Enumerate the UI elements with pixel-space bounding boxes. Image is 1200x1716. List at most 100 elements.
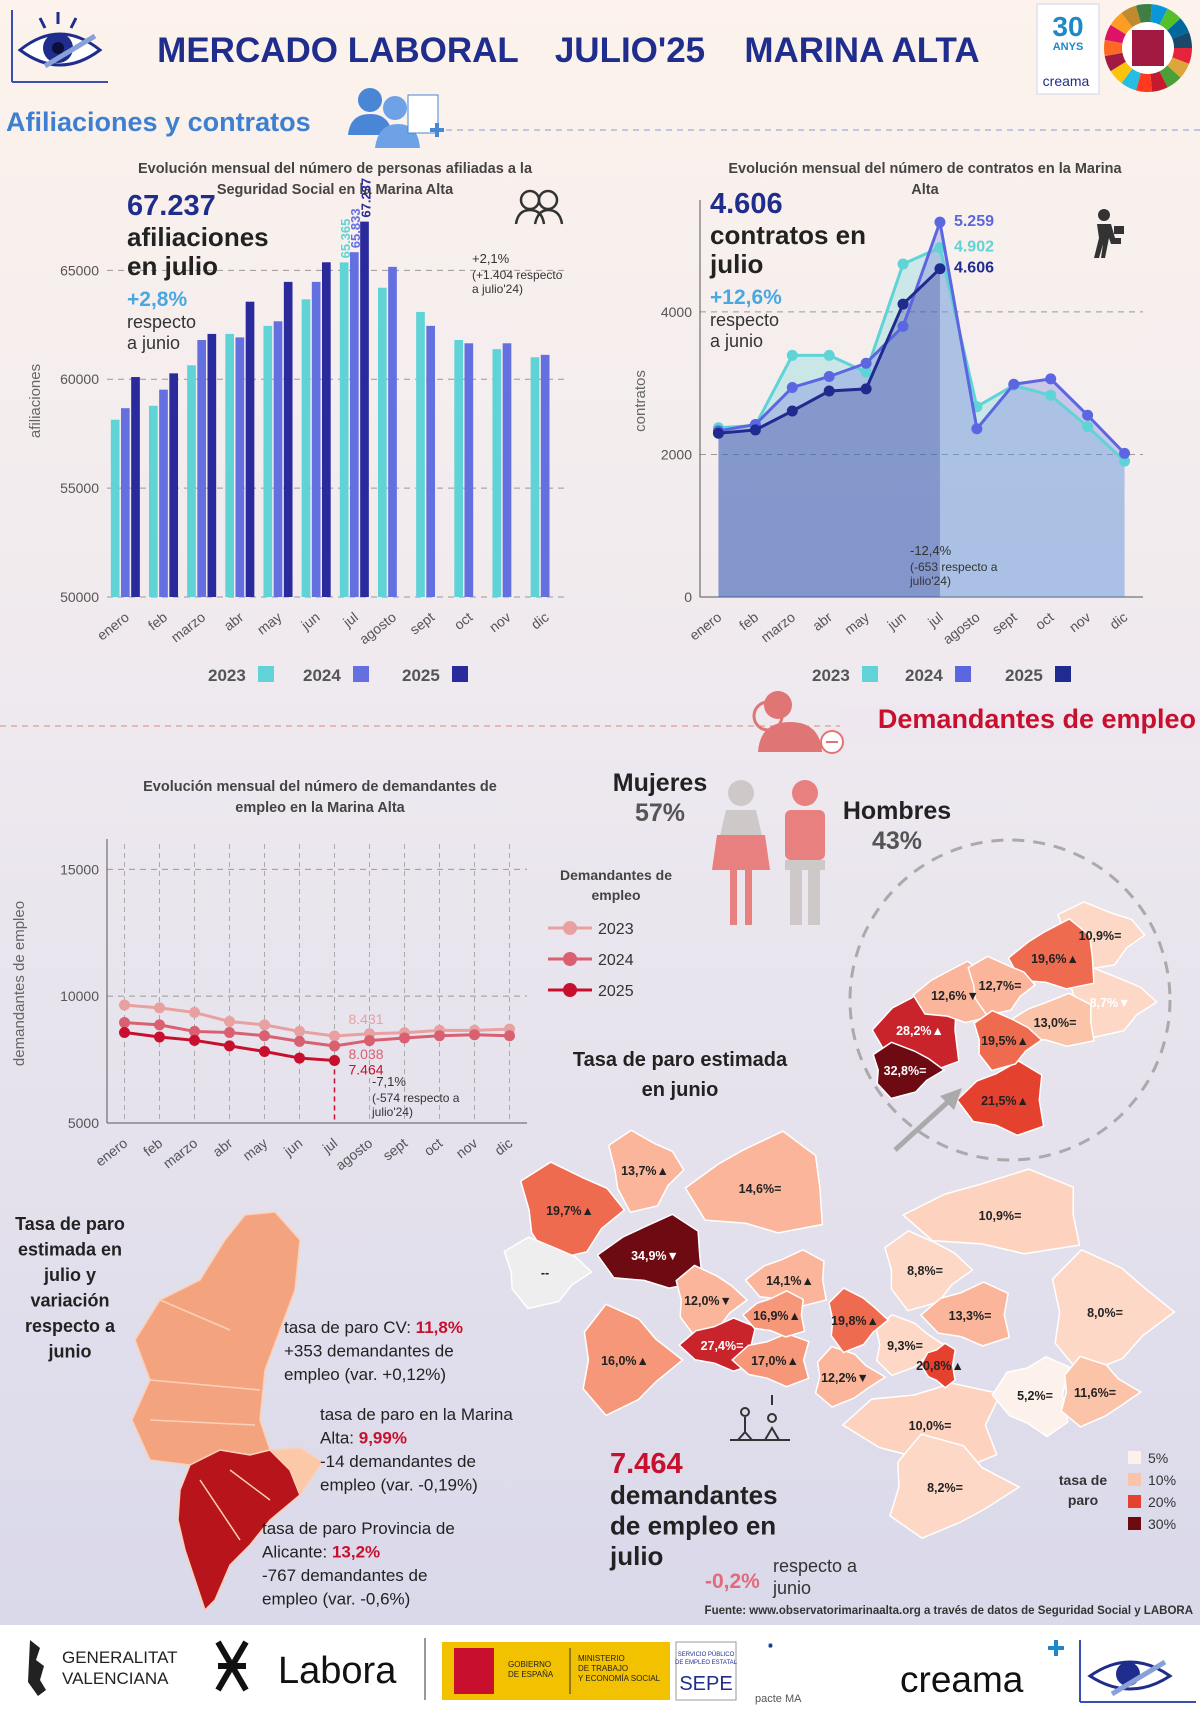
area-fill	[718, 268, 940, 597]
marker	[897, 258, 909, 270]
marker	[1119, 447, 1131, 459]
municipality-label: 11,6%=	[1074, 1386, 1116, 1400]
bar	[360, 221, 369, 597]
municipality	[582, 1303, 684, 1417]
inset-arrow	[893, 1088, 962, 1152]
municipality-label: 20,8%▲	[916, 1359, 964, 1373]
chart-title: Evolución mensual del número de personas…	[138, 161, 533, 177]
title-part: MARINA ALTA	[744, 31, 979, 70]
marker	[434, 1030, 445, 1042]
municipality-label: 19,6%▲	[1031, 952, 1079, 966]
annotation: julio'24)	[909, 574, 951, 588]
summary-note: respecto a	[773, 1556, 858, 1576]
legend-label: 2023	[598, 921, 634, 938]
regional-line: empleo (var. -0,19%)	[320, 1476, 478, 1495]
callout-text: julio	[709, 249, 763, 279]
legend-label: 2023	[208, 666, 246, 685]
marker	[1119, 455, 1131, 467]
regional-title: estimada en	[18, 1240, 122, 1260]
marker	[823, 370, 835, 382]
footer-text: VALENCIANA	[62, 1669, 169, 1688]
y-tick-label: 0	[684, 589, 692, 605]
municipality-label: 32,8%=	[884, 1064, 927, 1078]
municipality	[519, 1161, 626, 1262]
bar	[426, 325, 436, 597]
municipality	[684, 1130, 824, 1234]
municipality-label: 17,0%▲	[751, 1354, 799, 1368]
municipality	[1060, 1355, 1143, 1428]
municipality-label: 19,7%▲	[546, 1204, 594, 1218]
municipality	[991, 1355, 1071, 1438]
y-tick-label: 15000	[60, 861, 99, 877]
legend-label: 2023	[812, 666, 850, 685]
legend-swatch	[353, 666, 369, 682]
line	[718, 245, 1126, 463]
municipality	[1051, 1248, 1176, 1376]
marker	[1082, 409, 1094, 421]
summary-text: de empleo en	[610, 1511, 776, 1541]
municipality	[503, 1236, 593, 1310]
map-legend: 5% 10% 20% 30% tasa de paro	[1059, 1450, 1176, 1532]
marker	[259, 1019, 270, 1031]
y-tick-label: 50000	[60, 589, 99, 605]
municipality-label: 21,5%▲	[981, 1094, 1029, 1108]
marker	[1008, 378, 1020, 390]
marker	[364, 1035, 375, 1047]
regional-title: respecto a	[25, 1316, 116, 1336]
marker	[823, 385, 835, 397]
callout-value: 4.606	[710, 188, 783, 220]
y-tick-label: 55000	[60, 480, 99, 496]
marker	[224, 1040, 235, 1052]
legend-swatch	[862, 666, 878, 682]
municipality	[814, 1345, 887, 1408]
legend-label: 30%	[1148, 1516, 1176, 1532]
regional-line: -767 demandantes de	[262, 1566, 427, 1585]
legend-label: 2024	[905, 666, 943, 685]
summary-value: 7.464	[610, 1448, 683, 1480]
regional-line: tasa de paro en la Marina	[320, 1405, 513, 1424]
municipality-label: 13,7%▲	[621, 1164, 669, 1178]
bar	[187, 365, 196, 597]
municipality-label: 8,8%=	[907, 1264, 943, 1278]
municipality	[967, 955, 1037, 1017]
legend-label: 2025	[402, 666, 440, 685]
municipality	[919, 1342, 957, 1389]
marker	[119, 999, 130, 1011]
municipality-label: 12,0%▼	[684, 1294, 732, 1308]
legend-marker	[563, 952, 577, 966]
regional-title: Tasa de paro	[15, 1214, 125, 1234]
callout-note: a junio	[127, 333, 180, 353]
value-label: 65.833	[348, 208, 363, 248]
bar	[377, 287, 387, 597]
eye-logo	[11, 10, 108, 83]
sdg-goal	[1132, 30, 1164, 66]
bar	[235, 337, 245, 597]
footer-logos: GENERALITAT VALENCIANA Labora GOBIERNO D…	[28, 1638, 1196, 1705]
title-part: JULIO'25	[555, 31, 705, 70]
regional-rate: 11,8%	[416, 1318, 463, 1337]
annotation: (+1.404 respecto	[472, 268, 563, 282]
footer-text: DE TRABAJO	[578, 1664, 628, 1673]
regional-text: +353 demandantes de	[284, 1342, 454, 1361]
cv-map	[131, 1211, 324, 1612]
municipality-label: 13,3%=	[949, 1309, 992, 1323]
bar	[416, 311, 425, 597]
chart-title: Alta	[911, 182, 939, 198]
marker	[294, 1052, 305, 1064]
marker	[786, 405, 798, 417]
gender-share: 43%	[872, 827, 922, 855]
badge-number: 30	[1052, 11, 1083, 42]
municipality-label: --	[541, 1266, 549, 1280]
legend-label: 5%	[1148, 1450, 1168, 1466]
regional-line: empleo (var. -0,6%)	[262, 1590, 410, 1609]
footer-text: creama	[900, 1659, 1024, 1700]
legend-label: 20%	[1148, 1494, 1176, 1510]
marker	[224, 1026, 235, 1038]
marker	[860, 366, 872, 378]
municipality	[872, 1041, 946, 1100]
y-tick-label: 10000	[60, 988, 99, 1004]
section-title-bg	[840, 706, 1200, 746]
summary-change: -0,2%	[705, 1570, 760, 1593]
y-tick-label: 4000	[661, 304, 692, 320]
